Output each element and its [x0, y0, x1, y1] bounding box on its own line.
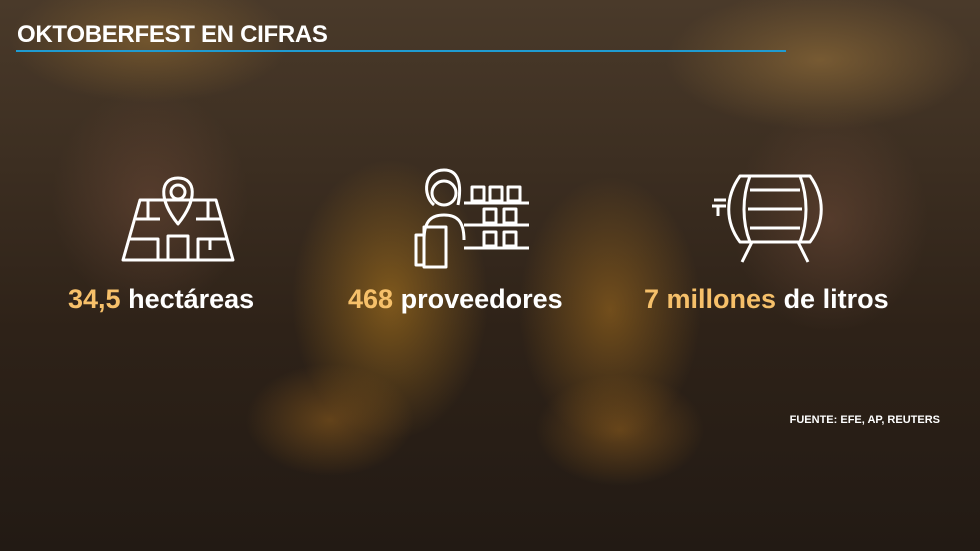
stat-label: de litros — [783, 284, 889, 314]
stat-beer: 7 millones de litros — [644, 284, 889, 315]
page-title: OKTOBERFEST EN CIFRAS — [17, 21, 328, 48]
stat-value: 7 millones — [644, 284, 777, 314]
stat-vendors: 468 proveedores — [348, 284, 563, 315]
barrel-icon — [712, 174, 823, 263]
vendor-icon — [414, 168, 529, 269]
title-underline — [16, 50, 786, 52]
source-credit: FUENTE: EFE, AP, REUTERS — [789, 414, 940, 426]
map-pin-icon — [121, 176, 235, 262]
stat-value: 34,5 — [68, 284, 121, 314]
stat-label: hectáreas — [128, 284, 255, 314]
stat-value: 468 — [348, 284, 394, 314]
stat-area: 34,5 hectáreas — [68, 284, 254, 315]
stat-label: proveedores — [400, 284, 563, 314]
